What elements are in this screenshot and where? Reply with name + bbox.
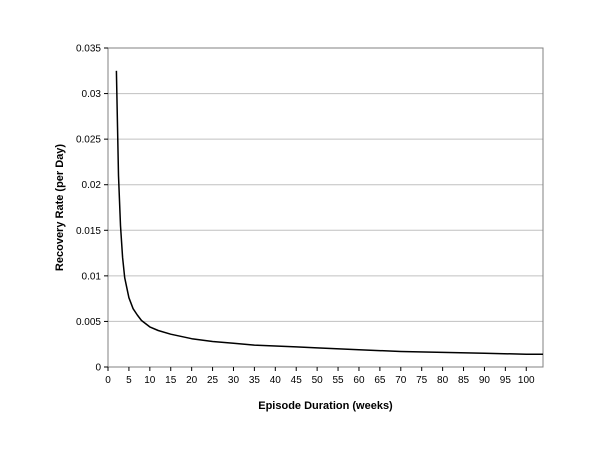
x-tick-label: 0 — [105, 375, 111, 386]
y-tick-label: 0.02 — [82, 180, 102, 191]
series-layer — [115, 70, 543, 355]
x-tick-label: 60 — [353, 375, 365, 386]
x-tick-label: 95 — [500, 375, 512, 386]
x-tick-label: 55 — [332, 375, 344, 386]
x-tick-label: 85 — [458, 375, 470, 386]
y-tick-label: 0.015 — [76, 226, 101, 237]
y-tick-label: 0.025 — [76, 135, 101, 146]
x-tick-label: 15 — [165, 375, 177, 386]
x-tick-label: 45 — [291, 375, 303, 386]
x-tick-label: 25 — [207, 375, 219, 386]
y-axis-label: Recovery Rate (per Day) — [54, 144, 66, 272]
y-tick-label: 0.03 — [82, 89, 102, 100]
x-tick-label: 50 — [312, 375, 324, 386]
y-tick-label: 0 — [95, 363, 101, 374]
x-tick-label: 10 — [144, 375, 156, 386]
series-line-0 — [115, 70, 543, 355]
x-axis-ticks: 0 5 10 15 20 25 30 35 40 45 50 55 60 65 70 75 80 85 90 95 10… — [105, 367, 535, 386]
gridlines — [108, 93, 543, 322]
x-tick-label: 5 — [126, 375, 132, 386]
x-tick-label: 100 — [518, 375, 535, 386]
x-tick-label: 70 — [395, 375, 407, 386]
y-tick-label: 0.005 — [76, 317, 101, 328]
x-tick-label: 65 — [374, 375, 386, 386]
x-tick-label: 35 — [249, 375, 261, 386]
x-tick-label: 80 — [437, 375, 449, 386]
x-tick-label: 20 — [186, 375, 198, 386]
plot-area — [107, 47, 544, 368]
y-tick-label: 0.01 — [82, 271, 102, 282]
x-tick-label: 40 — [270, 375, 282, 386]
x-axis-label: Episode Duration (weeks) — [258, 400, 393, 412]
y-axis-ticks: 0 0.005 0.01 0.015 0.02 0.025 0.03 0.035 — [76, 44, 108, 374]
x-tick-label: 75 — [416, 375, 428, 386]
x-tick-label: 30 — [228, 375, 240, 386]
x-tick-label: 90 — [479, 375, 491, 386]
y-tick-label: 0.035 — [76, 44, 101, 55]
